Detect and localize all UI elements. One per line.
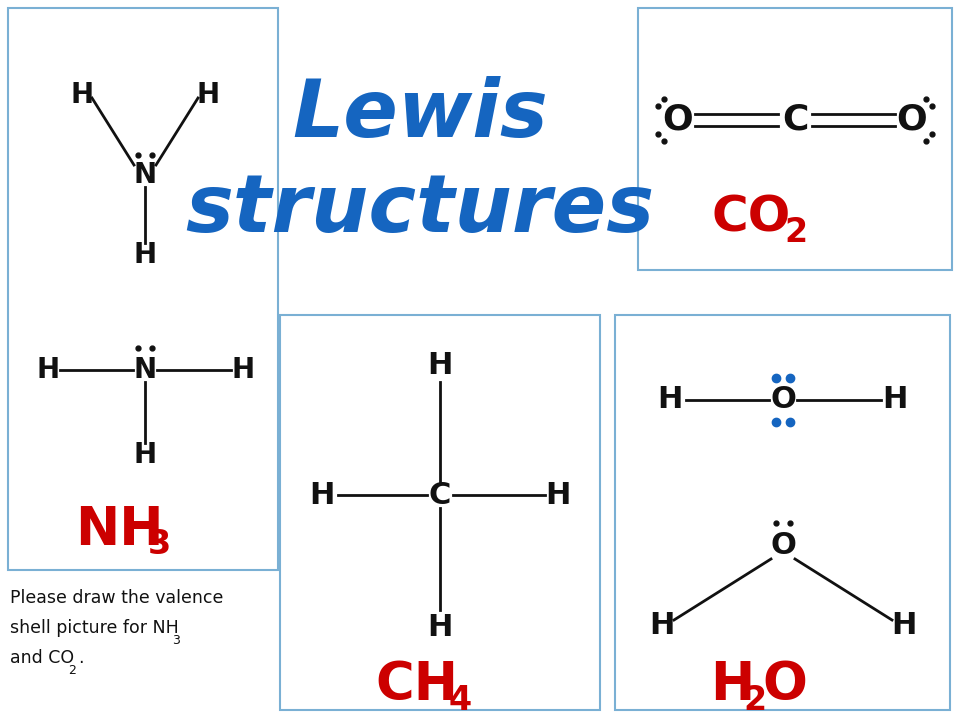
Text: shell picture for NH: shell picture for NH: [10, 619, 179, 637]
Text: H: H: [133, 241, 156, 269]
Text: H: H: [197, 81, 220, 109]
Text: and CO: and CO: [10, 649, 74, 667]
Text: Please draw the valence: Please draw the valence: [10, 589, 224, 607]
FancyBboxPatch shape: [8, 8, 278, 570]
Text: H: H: [545, 480, 570, 510]
Text: CO: CO: [712, 194, 791, 242]
Text: C: C: [781, 103, 808, 137]
Text: H: H: [658, 385, 683, 415]
Text: H: H: [36, 356, 60, 384]
FancyBboxPatch shape: [615, 315, 950, 710]
Text: O: O: [762, 659, 806, 711]
Text: 3: 3: [148, 528, 171, 562]
Text: H: H: [427, 351, 453, 379]
Text: H: H: [70, 81, 93, 109]
Text: H: H: [231, 356, 254, 384]
FancyBboxPatch shape: [638, 8, 952, 270]
Text: C: C: [429, 480, 451, 510]
Text: O: O: [770, 385, 796, 415]
Text: O: O: [897, 103, 927, 137]
Text: 2: 2: [68, 664, 76, 677]
Text: H: H: [133, 441, 156, 469]
Text: 4: 4: [449, 683, 472, 716]
Text: O: O: [770, 531, 796, 559]
Text: Lewis: Lewis: [292, 76, 548, 154]
Text: .: .: [78, 649, 84, 667]
Text: N: N: [133, 161, 156, 189]
Text: O: O: [662, 103, 693, 137]
FancyBboxPatch shape: [280, 315, 600, 710]
Text: 3: 3: [172, 634, 180, 647]
Text: 2: 2: [743, 683, 766, 716]
Text: N: N: [133, 356, 156, 384]
Text: CH: CH: [375, 659, 458, 711]
Text: structures: structures: [185, 171, 655, 249]
Text: H: H: [891, 611, 917, 639]
Text: H: H: [649, 611, 675, 639]
Text: NH: NH: [75, 504, 163, 556]
Text: H: H: [882, 385, 908, 415]
Text: H: H: [710, 659, 755, 711]
Text: H: H: [427, 613, 453, 642]
Text: 2: 2: [784, 215, 807, 248]
Text: H: H: [309, 480, 335, 510]
